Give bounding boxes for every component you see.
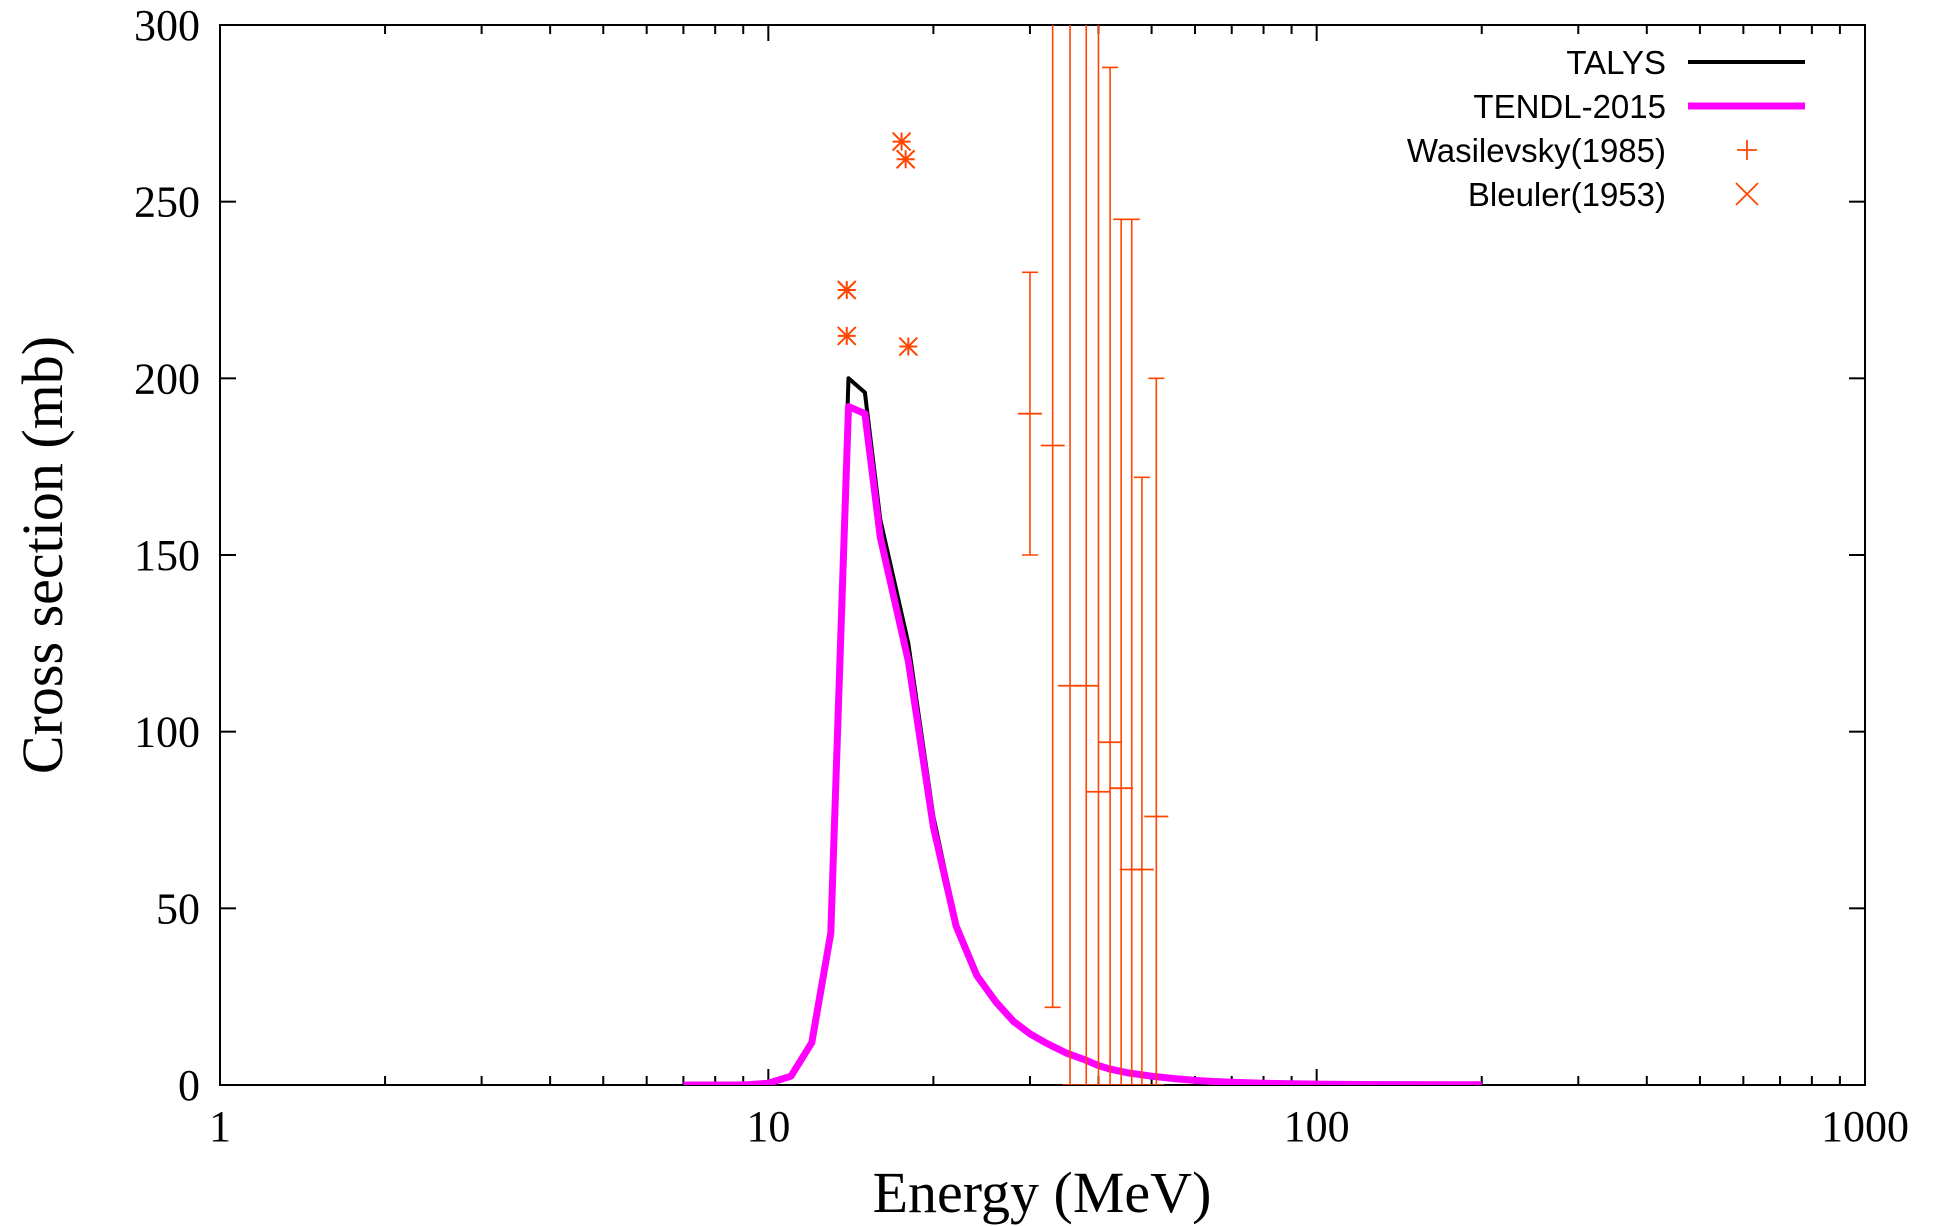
data-point-star [895,149,916,169]
series-layer [683,25,1482,1085]
x-tick-label: 1000 [1821,1102,1909,1151]
legend: TALYS TENDL-2015 Wasilevsky(1985) Bleuler(1… [1407,44,1805,213]
y-tick-label: 250 [134,178,200,227]
legend-label: TENDL-2015 [1473,88,1666,125]
y-axis-label: Cross section (mb) [10,336,75,774]
y-tick-label: 150 [134,531,200,580]
data-point-star [898,336,919,357]
series-line-talys [683,376,1482,1085]
y-tick-label: 300 [134,1,200,50]
data-point-errorbar [1144,377,1169,1085]
y-tick-label: 100 [134,708,200,757]
data-point-errorbar [1040,25,1065,1009]
legend-label: Bleuler(1953) [1468,176,1666,213]
data-point-errorbar [1017,271,1042,556]
data-point-errorbar [1098,66,1123,1085]
y-tick-label: 0 [178,1061,200,1110]
y-tick-label: 200 [134,354,200,403]
data-point-errorbar [1058,25,1083,1085]
data-point-errorbar [1129,476,1154,1085]
x-tick-label: 100 [1284,1102,1350,1151]
data-point-errorbar [1086,25,1111,1085]
y-tick-label: 50 [156,884,200,933]
data-point-errorbar [1074,25,1099,1085]
data-point-errorbar [1119,218,1144,1085]
axis-ticks: 0 50 100 150 200 250 300 1 10 100 1000 [134,1,1909,1151]
legend-label: TALYS [1566,44,1666,81]
data-point-errorbar [1109,218,1134,1085]
data-point-star [837,326,857,346]
x-axis-label: Energy (MeV) [873,1160,1212,1225]
legend-marker-cross [1735,182,1759,206]
x-tick-label: 1 [209,1102,231,1151]
x-tick-label: 10 [746,1102,790,1151]
series-line-tendl-2015 [683,403,1482,1085]
data-point-star [837,280,857,300]
data-point-star [891,131,912,152]
legend-label: Wasilevsky(1985) [1407,132,1666,169]
